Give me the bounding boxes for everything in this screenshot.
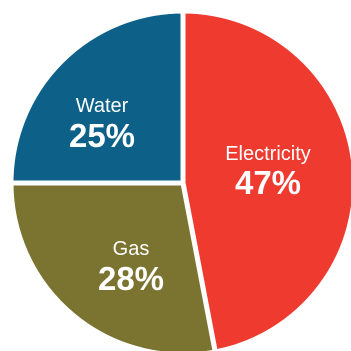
label-water: Water 25% (69, 95, 135, 154)
slice-name-electricity: Electricity (225, 143, 311, 165)
pie-slice-electricity (180, 8, 351, 351)
pie-slices (8, 8, 351, 351)
pie-slice-gas (8, 180, 218, 351)
slice-value-water: 25% (69, 117, 135, 154)
pie-slice-water (8, 8, 186, 186)
label-gas: Gas 28% (98, 238, 164, 297)
label-electricity: Electricity 47% (225, 143, 311, 201)
slice-value-gas: 28% (98, 260, 164, 297)
slice-name-gas: Gas (113, 238, 150, 260)
slice-value-electricity: 47% (235, 164, 301, 201)
slice-name-water: Water (76, 95, 129, 117)
